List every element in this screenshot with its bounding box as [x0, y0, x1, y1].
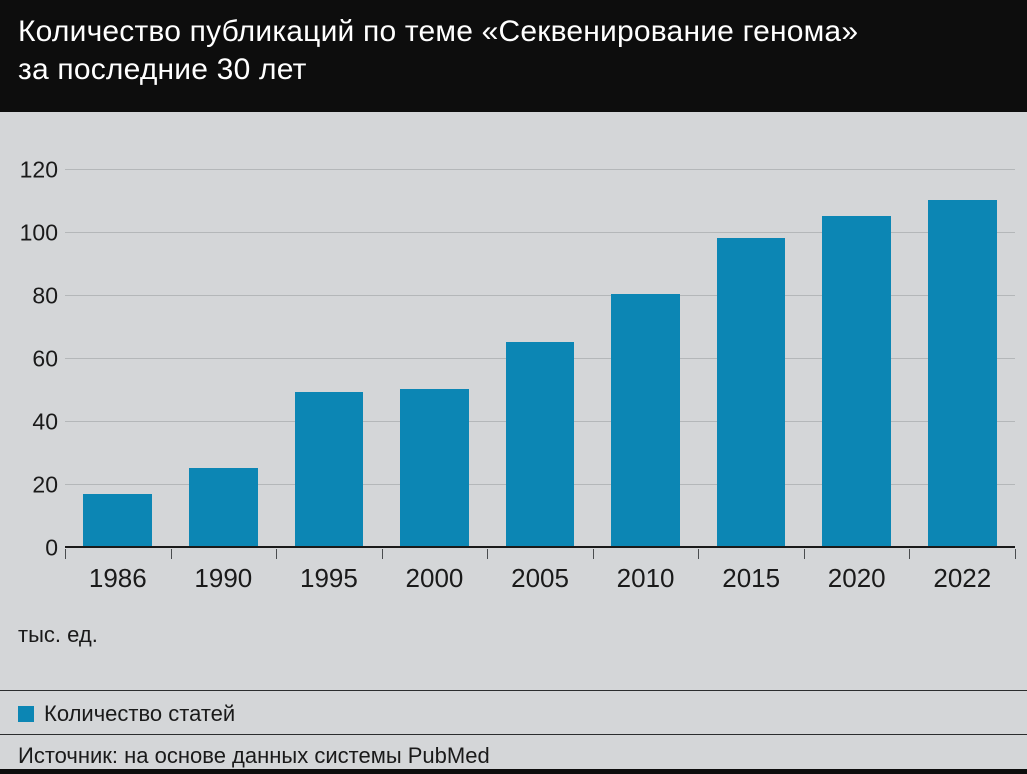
bar-slot: 2020 [804, 170, 910, 593]
y-tick-label: 0 [45, 534, 58, 561]
x-tick-label: 1995 [299, 563, 358, 593]
grid-line [65, 232, 1015, 233]
bar-1995 [294, 392, 364, 548]
y-tick-label: 80 [32, 282, 58, 309]
x-tick-label: 2015 [722, 563, 781, 593]
bottom-border-bar [0, 769, 1027, 774]
source-note: Источник: на основе данных системы PubMe… [18, 743, 490, 768]
x-tick-label: 2005 [511, 563, 569, 593]
grid-line [65, 169, 1015, 170]
bar-slot: 2010 [593, 170, 699, 593]
bar-2010 [611, 294, 680, 548]
y-tick-label: 40 [32, 408, 58, 435]
divider-above-source [0, 734, 1027, 735]
x-axis-tick [909, 549, 911, 559]
bars-row: 1986 1990 1995 2000 2005 2010 2015 2020 2022 [65, 170, 1016, 593]
bar-slot: 1995 [276, 170, 382, 593]
y-tick-label: 60 [32, 345, 58, 372]
x-tick-label: 1986 [88, 563, 147, 593]
bar-slot: 2022 [910, 170, 1016, 593]
x-axis-tick [1015, 549, 1016, 559]
x-axis-tick [487, 549, 489, 559]
x-tick-label: 2020 [827, 563, 886, 593]
bar-2005 [505, 341, 575, 548]
bar-2022 [927, 199, 997, 548]
bar-1986 [83, 494, 153, 548]
y-tick-label: 100 [19, 219, 58, 246]
bar-1990 [189, 467, 258, 548]
x-tick-label: 2000 [405, 563, 464, 593]
plot-area: 1986 1990 1995 2000 2005 2010 2015 2020 2022 [65, 169, 1016, 593]
bar-slot: 1990 [171, 170, 277, 593]
y-axis-labels: 0 20 40 60 80 100 120 [8, 157, 58, 561]
bar-slot: 2015 [698, 170, 804, 593]
bar-2000 [400, 388, 469, 548]
bar-slot: 2000 [382, 170, 488, 593]
legend: Количество статей [18, 701, 235, 727]
legend-label: Количество статей [44, 701, 236, 726]
x-axis-tick [803, 549, 805, 559]
y-tick-label: 120 [19, 156, 58, 183]
x-axis-tick [65, 549, 66, 559]
x-tick-label: 1990 [194, 563, 253, 593]
bar-2015 [716, 237, 786, 548]
x-axis-tick [698, 549, 700, 559]
x-tick-label: 2010 [616, 563, 675, 593]
chart-title-line-1: Количество публикаций по теме «Секвениро… [18, 15, 859, 48]
divider-above-legend [0, 690, 1027, 691]
bar-2020 [822, 215, 892, 548]
x-axis-tick [381, 549, 383, 559]
x-axis-tick [170, 549, 172, 559]
x-axis-baseline [65, 546, 1015, 548]
legend-swatch-icon [18, 706, 34, 722]
chart-title-line-2: за последние 30 лет [18, 53, 307, 86]
bar-slot: 2005 [487, 170, 593, 593]
chart-title-block: Количество публикаций по теме «Секвениро… [0, 0, 1027, 112]
y-axis-units-label: тыс. ед. [18, 622, 98, 647]
x-axis-tick [592, 549, 594, 559]
x-axis-tick [276, 549, 278, 559]
y-tick-label: 20 [32, 471, 58, 498]
bar-slot: 1986 [65, 170, 171, 593]
x-tick-label: 2022 [933, 563, 992, 593]
grid-line [65, 295, 1015, 296]
